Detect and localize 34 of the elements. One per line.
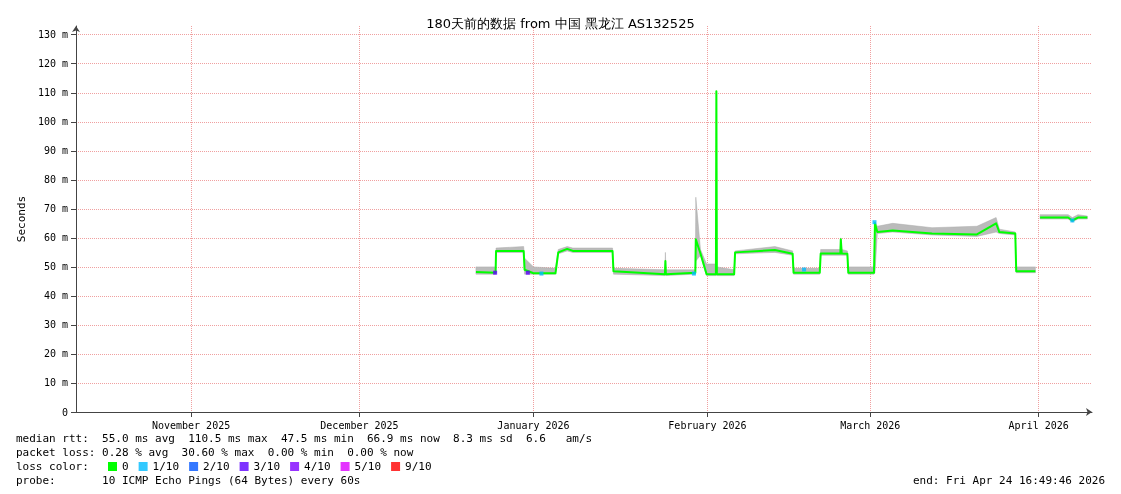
- y-tick-label: 30 m: [43, 319, 68, 331]
- x-tick-label: February 2026: [668, 419, 747, 431]
- y-tick-label: 50 m: [43, 261, 68, 273]
- x-tick-label: December 2025: [320, 419, 399, 431]
- y-tick-label: 90 m: [43, 145, 68, 157]
- y-tick-label: 130 m: [37, 29, 68, 41]
- text: packet loss: 0.28 % avg 30.60 % max 0.00 % min 0.00 % now: [16, 446, 414, 459]
- legend-label: 5/10: [354, 460, 382, 473]
- y-tick-label: 80 m: [43, 174, 68, 186]
- x-tick-label: November 2025: [151, 419, 231, 431]
- y-tick-label: 100 m: [37, 116, 68, 128]
- text: probe: 10 ICMP Echo Pings (64 Bytes) every 60s: [16, 474, 361, 487]
- legend-label: 9/10: [405, 460, 432, 473]
- x-tick-label: March 2026: [840, 419, 901, 431]
- legend-label: 4/10: [304, 460, 331, 473]
- legend-title: loss color:: [16, 460, 89, 473]
- text: median rtt: 55.0 ms avg 110.5 ms max 47.5 ms min 66.9 ms now 8.3 ms sd 6.6 am/s: [16, 432, 593, 445]
- y-tick-label: 60 m: [43, 232, 68, 244]
- y-tick-label: 10 m: [43, 377, 68, 389]
- legend-label: 3/10: [253, 460, 281, 473]
- chart-title: 180天前的数据 from 中国 黑龙江 AS132525: [426, 16, 695, 31]
- text: end: Fri Apr 24 16:49:46 2026: [912, 474, 1106, 487]
- y-tick-label: 40 m: [43, 290, 68, 302]
- y-tick-label: 0: [61, 406, 68, 418]
- y-tick-label: 70 m: [43, 203, 68, 215]
- x-tick-label: April 2026: [1008, 419, 1069, 431]
- legend-label: 2/10: [203, 460, 230, 473]
- y-tick-label: 110 m: [37, 87, 68, 99]
- y-tick-label: 120 m: [37, 58, 68, 70]
- y-tick-label: 20 m: [43, 348, 68, 360]
- x-tick-label: January 2026: [497, 419, 570, 431]
- y-axis-title: Seconds: [15, 195, 28, 243]
- legend-label: 0: [122, 460, 129, 473]
- legend-label: 1/10: [152, 460, 180, 473]
